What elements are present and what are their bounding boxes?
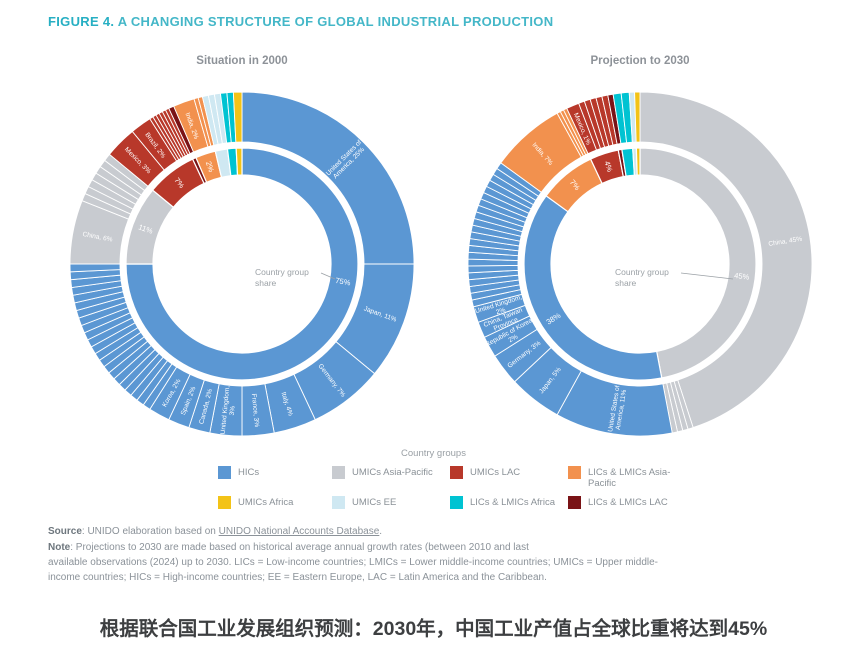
center-annotation: Country group bbox=[615, 267, 669, 277]
chinese-caption: 根据联合国工业发展组织预测：2030年，中国工业产值占全球比重将达到45% bbox=[99, 618, 768, 640]
donut-slice-UMICs_AP bbox=[639, 91, 813, 429]
donut-slice-UMICs_AP bbox=[639, 147, 757, 379]
legend-item-UMICs_EE: UMICs EE bbox=[332, 496, 450, 509]
source-suffix: . bbox=[379, 526, 383, 537]
chart-subtitle: Situation in 2000 bbox=[196, 55, 287, 67]
legend-label: HICs bbox=[238, 467, 260, 478]
legend-title: Country groups bbox=[401, 448, 466, 459]
chart-subtitle: Projection to 2030 bbox=[590, 55, 689, 67]
center-annotation: Country group bbox=[255, 267, 309, 277]
figure-label: FIGURE 4. bbox=[48, 14, 115, 29]
figure-title-text: A CHANGING STRUCTURE OF GLOBAL INDUSTRIA… bbox=[114, 14, 554, 29]
legend-item-HICs: HICs bbox=[218, 466, 332, 489]
source-label: Source bbox=[48, 526, 82, 537]
donut-slice-UMICs_Africa bbox=[232, 91, 243, 143]
note-line: Note: Projections to 2030 are made based… bbox=[48, 540, 828, 585]
legend: HICs UMICs Asia-Pacific UMICs LAC LICs & LM… bbox=[218, 466, 688, 509]
legend-item-LICs_LMICs_LAC: LICs & LMICs LAC bbox=[568, 496, 688, 509]
legend-swatch bbox=[218, 496, 231, 509]
note-label: Note bbox=[48, 542, 71, 553]
donut-slice-HICs bbox=[125, 147, 359, 381]
slice-label: France, 3% bbox=[250, 393, 260, 427]
source-text: : UNIDO elaboration based on bbox=[81, 526, 219, 537]
note-text-2: available observations (2024) up to 2030… bbox=[48, 557, 659, 568]
slice-label: 45% bbox=[734, 271, 750, 282]
legend-label: UMICs Asia-Pacific bbox=[352, 467, 433, 478]
legend-item-UMICs_LAC: UMICs LAC bbox=[450, 466, 568, 489]
slice-label: United Kingdom,3% bbox=[220, 385, 239, 435]
center-annotation: share bbox=[255, 278, 277, 288]
slice-label: 75% bbox=[335, 276, 352, 288]
donut-slice-UMICs_Africa bbox=[634, 91, 641, 143]
legend-label: LICs & LMICs Africa bbox=[470, 497, 555, 508]
legend-item-LICs_LMICs_Africa: LICs & LMICs Africa bbox=[450, 496, 568, 509]
legend-swatch bbox=[568, 466, 581, 479]
note-text-1: : Projections to 2030 are made based on … bbox=[70, 542, 529, 553]
legend-label: UMICs Africa bbox=[238, 497, 294, 508]
legend-swatch bbox=[450, 466, 463, 479]
legend-item-UMICs_Africa: UMICs Africa bbox=[218, 496, 332, 509]
legend-swatch bbox=[568, 496, 581, 509]
legend-swatch bbox=[450, 496, 463, 509]
legend-swatch bbox=[332, 466, 345, 479]
legend-label: LICs & LMICs LAC bbox=[588, 497, 668, 508]
slice-label: 4% bbox=[603, 160, 615, 173]
figure-title: FIGURE 4. A CHANGING STRUCTURE OF GLOBAL… bbox=[48, 14, 553, 29]
donut-slice-UMICs_Africa bbox=[235, 147, 243, 176]
donut-slice-UMICs_Africa bbox=[635, 147, 641, 176]
legend-item-LICs_LMICs_AP: LICs & LMICs Asia-Pacific bbox=[568, 466, 688, 489]
legend-item-UMICs_AP: UMICs Asia-Pacific bbox=[332, 466, 450, 489]
legend-label: UMICs LAC bbox=[470, 467, 521, 478]
note-text-3: income countries; HICs = High-income cou… bbox=[48, 572, 547, 583]
source-line: Source: UNIDO elaboration based on UNIDO… bbox=[48, 524, 382, 539]
legend-swatch bbox=[332, 496, 345, 509]
center-annotation: share bbox=[615, 278, 637, 288]
slice-label: 2% bbox=[204, 160, 216, 173]
legend-swatch bbox=[218, 466, 231, 479]
annotation-connector bbox=[680, 272, 734, 280]
annotation-connector bbox=[320, 272, 336, 280]
database-link[interactable]: UNIDO National Accounts Database bbox=[218, 526, 380, 537]
legend-label: LICs & LMICs Asia-Pacific bbox=[588, 467, 671, 489]
legend-label: UMICs EE bbox=[352, 497, 397, 508]
